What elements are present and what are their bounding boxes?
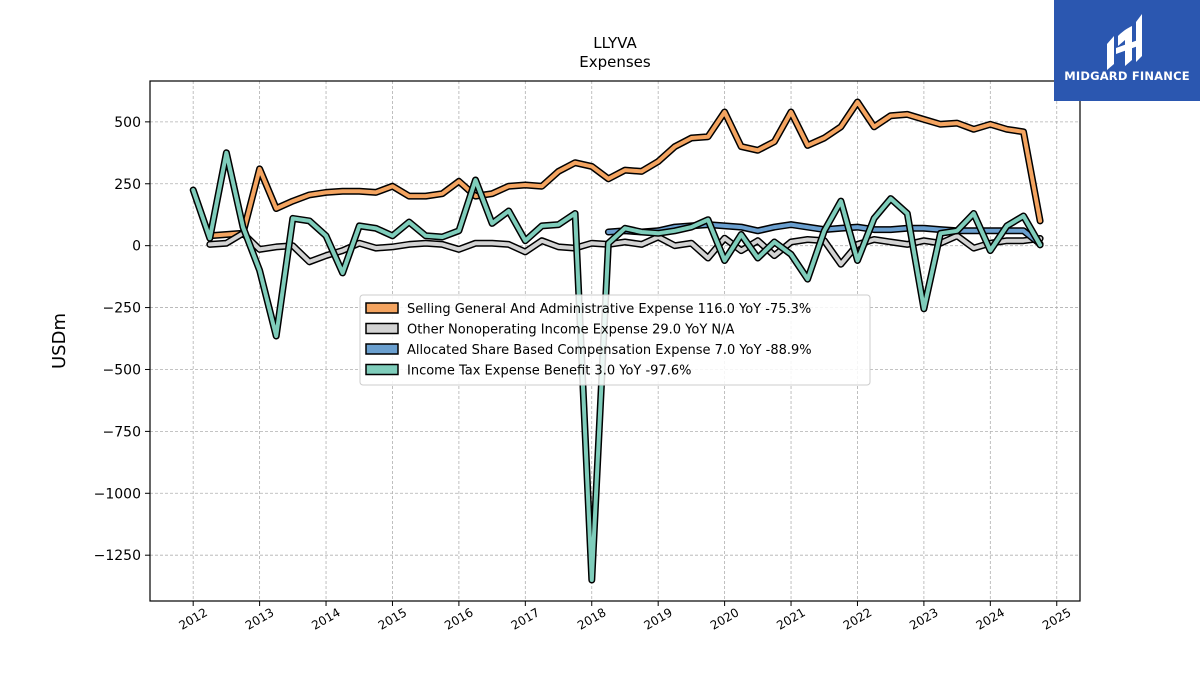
logo-mark-icon — [1107, 14, 1142, 70]
x-tick-label: 2012 — [176, 605, 209, 632]
series-0-line — [206, 98, 1044, 240]
y-tick-label: 0 — [132, 239, 141, 255]
x-tick-label: 2015 — [376, 605, 409, 632]
y-tick-label: 250 — [114, 177, 141, 193]
x-tick-label: 2021 — [774, 605, 807, 632]
x-tick-label: 2025 — [1040, 605, 1073, 632]
midgard-finance-logo: MIDGARD FINANCE — [1054, 0, 1200, 101]
y-tick-label: −1000 — [94, 486, 141, 502]
legend: Selling General And Administrative Expen… — [359, 294, 871, 386]
plot-frame — [149, 80, 1081, 602]
legend-swatch — [365, 363, 399, 376]
y-tick-label: −500 — [103, 362, 141, 378]
legend-label: Allocated Share Based Compensation Expen… — [407, 343, 812, 358]
legend-label: Other Nonoperating Income Expense 29.0 Y… — [407, 323, 735, 338]
legend-label: Selling General And Administrative Expen… — [407, 302, 811, 317]
legend-label: Income Tax Expense Benefit 3.0 YoY -97.6… — [407, 364, 691, 379]
x-tick-label: 2024 — [974, 605, 1007, 632]
chart-subtitle: Expenses — [579, 53, 651, 71]
y-axis-label: USDm — [49, 313, 70, 369]
x-tick-label: 2018 — [575, 605, 608, 632]
x-tick-label: 2016 — [442, 605, 475, 632]
y-tick-label: −750 — [103, 424, 141, 440]
x-tick-label: 2014 — [309, 605, 342, 632]
x-tick-label: 2017 — [509, 605, 542, 632]
x-tick-label: 2013 — [243, 605, 276, 632]
legend-swatch — [365, 343, 399, 355]
x-tick-label: 2019 — [641, 605, 674, 632]
series-path — [191, 150, 1043, 582]
y-tick-label: −1250 — [94, 548, 141, 564]
chart-title: LLYVA — [593, 34, 637, 52]
x-tick-label: 2022 — [841, 605, 874, 632]
series-lines — [189, 98, 1044, 584]
series-path — [207, 100, 1043, 238]
logo-text: MIDGARD FINANCE — [1064, 69, 1190, 83]
x-tick-label: 2020 — [708, 605, 741, 632]
legend-swatch — [365, 322, 399, 335]
y-tick-label: −250 — [103, 301, 141, 317]
legend-box — [359, 294, 871, 386]
y-tick-label: 500 — [114, 115, 141, 131]
legend-swatch — [365, 302, 399, 314]
x-tick-label: 2023 — [907, 605, 940, 632]
series-3-line — [189, 149, 1044, 584]
